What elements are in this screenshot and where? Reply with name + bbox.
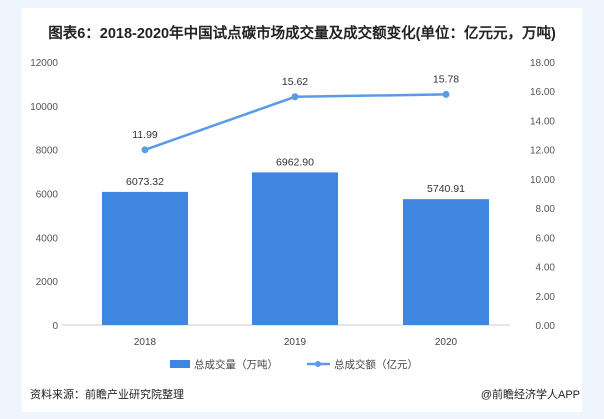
- line-series: [144, 93, 447, 151]
- line-point-2019: [291, 93, 299, 101]
- line-point-2020: [442, 90, 450, 98]
- x-tick-label: 2018: [134, 337, 157, 348]
- right-tick-label: 2.00: [536, 292, 556, 303]
- left-tick-label: 10000: [30, 102, 58, 113]
- line-label: 15.62: [282, 76, 308, 88]
- line-point-2018: [141, 146, 149, 154]
- chart-svg: 0 2000 4000 6000 8000 10000 12000 0.00 2.00 4.00 6…: [30, 58, 556, 371]
- right-tick-label: 12.00: [530, 146, 555, 157]
- right-tick-label: 10.00: [530, 175, 555, 186]
- bar-label: 5740.91: [427, 183, 465, 195]
- left-tick-label: 0: [52, 321, 58, 332]
- right-tick-label: 0.00: [536, 321, 556, 332]
- left-tick-label: 8000: [36, 146, 59, 157]
- legend-line-marker: [315, 361, 321, 367]
- legend-bar-label: 总成交量（万吨）: [194, 358, 278, 371]
- chart-card: 图表6：2018-2020年中国试点碳市场成交量及成交额变化(单位：亿元元，万吨…: [22, 8, 582, 412]
- right-tick-label: 16.00: [530, 87, 555, 98]
- x-tick-label: 2020: [435, 337, 458, 348]
- brand-note: @前瞻经济学人APP: [480, 389, 580, 401]
- left-tick-label: 12000: [30, 58, 58, 69]
- right-tick-label: 18.00: [530, 58, 555, 69]
- left-tick-label: 2000: [36, 277, 59, 288]
- line-label: 11.99: [132, 129, 158, 141]
- bar-2020: [403, 199, 489, 325]
- right-tick-label: 4.00: [536, 263, 556, 274]
- bar-label: 6962.90: [276, 156, 314, 168]
- source-note: 资料来源：前瞻产业研究院整理: [30, 389, 184, 401]
- chart-title: 图表6：2018-2020年中国试点碳市场成交量及成交额变化(单位：亿元元，万吨…: [48, 26, 556, 42]
- right-tick-label: 6.00: [536, 233, 556, 244]
- line-label: 15.78: [433, 73, 459, 85]
- bar-label: 6073.32: [126, 176, 164, 188]
- left-tick-label: 4000: [36, 233, 59, 244]
- legend-bar-swatch: [170, 360, 190, 368]
- x-tick-label: 2019: [284, 337, 307, 348]
- legend-line-label: 总成交额（亿元）: [334, 358, 418, 371]
- left-tick-label: 6000: [36, 190, 59, 201]
- right-tick-label: 14.00: [530, 116, 555, 127]
- right-tick-label: 8.00: [536, 204, 556, 215]
- bar-2018: [102, 191, 188, 325]
- bar-2019: [252, 172, 338, 325]
